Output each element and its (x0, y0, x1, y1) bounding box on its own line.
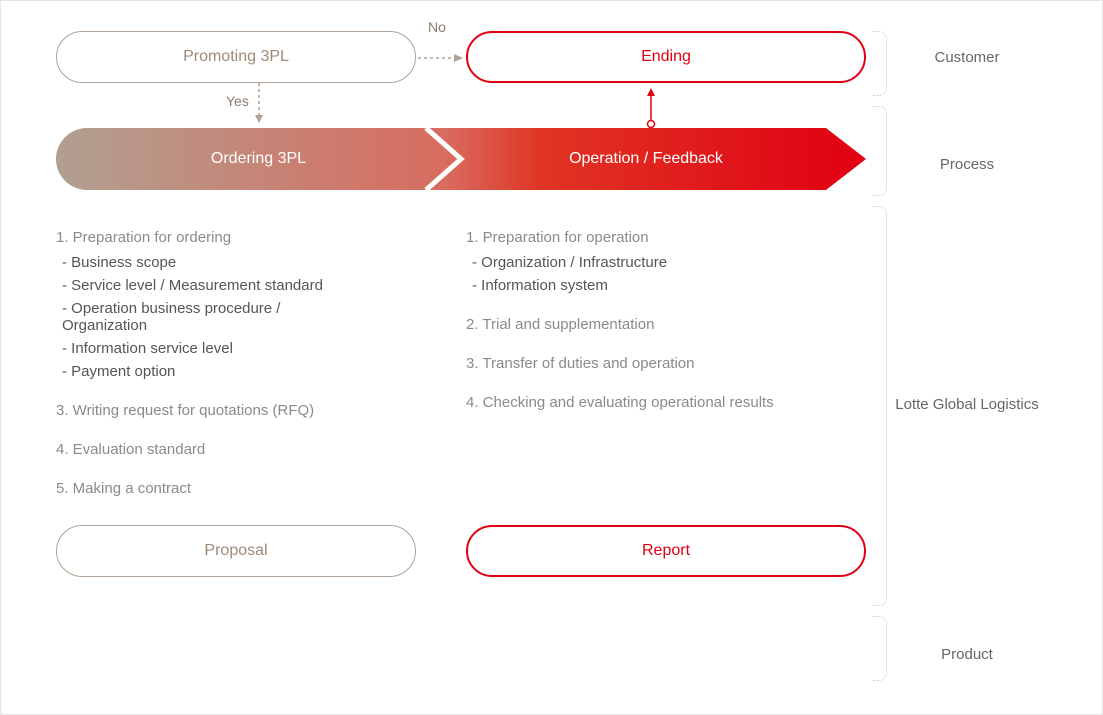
ending-label: Ending (641, 48, 691, 66)
details-section: 1. Preparation for ordering - Business s… (56, 215, 1072, 505)
list-item: 2. Trial and supplementation (466, 316, 871, 333)
arrow-up-icon (646, 88, 656, 128)
brace-icon (873, 616, 887, 681)
promoting-3pl-pill: Promoting 3PL (56, 31, 416, 83)
promoting-3pl-label: Promoting 3PL (183, 48, 289, 66)
brace-icon (873, 206, 887, 606)
list-item: - Service level / Measurement standard (62, 277, 461, 294)
product-row: Proposal Report (56, 525, 1072, 577)
ordering-list: 1. Preparation for ordering - Business s… (56, 215, 461, 505)
brace-icon (873, 31, 887, 96)
list-item: 4. Evaluation standard (56, 441, 461, 458)
ending-pill: Ending (466, 31, 866, 83)
report-pill: Report (466, 525, 866, 577)
side-label-product: Product (887, 646, 1047, 663)
proposal-pill: Proposal (56, 525, 416, 577)
arrow-down-icon (254, 83, 264, 123)
list-item: 3. Transfer of duties and operation (466, 355, 871, 372)
brace-icon (873, 106, 887, 196)
side-label-customer: Customer (887, 49, 1047, 66)
list-item: 4. Checking and evaluating operational r… (466, 394, 871, 411)
side-label-lgl: Lotte Global Logistics (887, 396, 1047, 413)
proposal-label: Proposal (204, 542, 267, 560)
list-item: 3. Writing request for quotations (RFQ) (56, 402, 461, 419)
list-item: - Operation business procedure / Organiz… (62, 300, 461, 334)
report-label: Report (642, 542, 690, 560)
process-band: Ordering 3PL Operation / Feedback (56, 128, 866, 190)
list-item: 1. Preparation for ordering (56, 229, 461, 246)
list-item: 5. Making a contract (56, 480, 461, 497)
operation-list: 1. Preparation for operation - Organizat… (466, 215, 871, 505)
list-item: - Information service level (62, 340, 461, 357)
side-label-process: Process (887, 156, 1047, 173)
list-item: - Organization / Infrastructure (472, 254, 871, 271)
yes-label: Yes (226, 93, 249, 109)
list-item: - Information system (472, 277, 871, 294)
list-item: - Business scope (62, 254, 461, 271)
arrow-right-icon (418, 53, 463, 63)
process-arrow-shape (56, 128, 866, 190)
no-label: No (428, 19, 446, 35)
list-item: 1. Preparation for operation (466, 229, 871, 246)
list-item: - Payment option (62, 363, 461, 380)
